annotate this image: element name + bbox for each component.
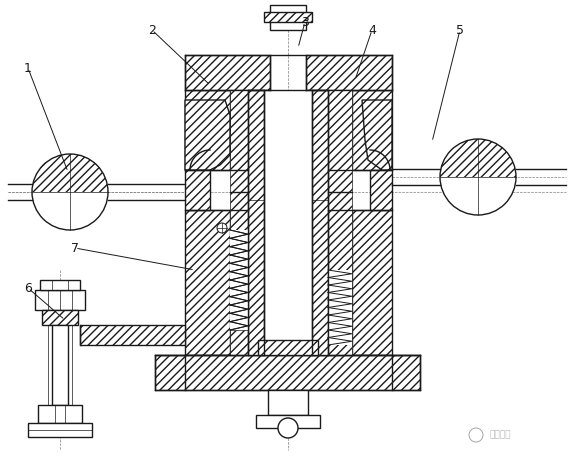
Polygon shape — [185, 170, 210, 210]
Polygon shape — [370, 170, 392, 210]
Polygon shape — [42, 310, 78, 325]
Polygon shape — [185, 90, 230, 170]
Circle shape — [278, 418, 298, 438]
Polygon shape — [268, 390, 308, 415]
Text: 2: 2 — [148, 23, 156, 37]
Polygon shape — [38, 405, 82, 423]
Circle shape — [217, 223, 227, 233]
Text: 5: 5 — [456, 23, 464, 37]
Polygon shape — [362, 100, 392, 170]
Polygon shape — [155, 355, 420, 390]
Polygon shape — [230, 90, 248, 230]
Bar — [264, 12, 312, 22]
Polygon shape — [185, 100, 230, 170]
Polygon shape — [80, 325, 185, 345]
Bar — [328, 270, 352, 345]
Polygon shape — [230, 330, 248, 355]
Bar — [270, 5, 306, 30]
Polygon shape — [328, 90, 352, 355]
Text: 3: 3 — [301, 16, 309, 28]
Polygon shape — [352, 90, 392, 170]
Bar — [264, 90, 312, 355]
Polygon shape — [256, 415, 320, 428]
Text: 6: 6 — [24, 282, 32, 294]
Bar — [230, 230, 248, 330]
Polygon shape — [185, 210, 230, 355]
Text: 1: 1 — [24, 62, 32, 74]
Text: 机械字霸: 机械字霸 — [490, 430, 511, 440]
Bar — [52, 325, 68, 405]
Polygon shape — [40, 280, 80, 290]
Polygon shape — [312, 90, 328, 355]
Polygon shape — [248, 90, 264, 355]
Polygon shape — [35, 290, 85, 310]
Polygon shape — [258, 340, 318, 355]
Polygon shape — [185, 55, 270, 90]
Text: 4: 4 — [368, 23, 376, 37]
Circle shape — [440, 139, 516, 215]
Text: 7: 7 — [71, 241, 79, 255]
Polygon shape — [306, 55, 392, 90]
Polygon shape — [28, 423, 92, 437]
Circle shape — [32, 154, 108, 230]
Polygon shape — [352, 210, 392, 355]
